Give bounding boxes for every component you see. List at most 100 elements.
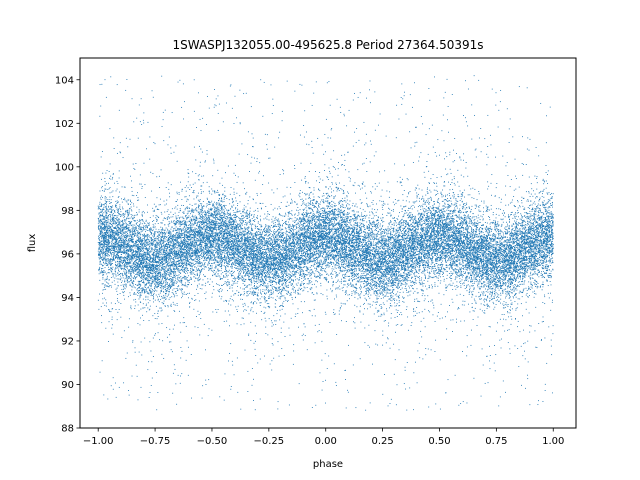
data-point <box>513 215 514 216</box>
data-point <box>158 251 159 252</box>
data-point <box>516 297 517 298</box>
data-point <box>495 221 496 222</box>
data-point <box>113 377 114 378</box>
data-point <box>234 226 235 227</box>
data-point <box>261 270 262 271</box>
data-point <box>472 303 473 304</box>
data-point <box>116 268 117 269</box>
data-point <box>298 231 299 232</box>
data-point <box>354 266 355 267</box>
data-point <box>329 243 330 244</box>
data-point <box>440 270 441 271</box>
data-point <box>438 270 439 271</box>
data-point <box>126 79 127 80</box>
data-point <box>171 281 172 282</box>
data-point <box>428 261 429 262</box>
data-point <box>258 211 259 212</box>
data-point <box>228 166 229 167</box>
data-point <box>254 286 255 287</box>
data-point <box>148 122 149 123</box>
data-point <box>101 264 102 265</box>
data-point <box>353 251 354 252</box>
data-point <box>374 291 375 292</box>
data-point <box>185 276 186 277</box>
data-point <box>396 233 397 234</box>
data-point <box>530 216 531 217</box>
data-point <box>322 145 323 146</box>
data-point <box>536 231 537 232</box>
data-point <box>159 281 160 282</box>
data-point <box>367 285 368 286</box>
data-point <box>290 240 291 241</box>
data-point <box>441 304 442 305</box>
data-point <box>484 301 485 302</box>
data-point <box>178 290 179 291</box>
data-point <box>334 247 335 248</box>
data-point <box>427 226 428 227</box>
data-point <box>328 265 329 266</box>
data-point <box>289 236 290 237</box>
data-point <box>420 209 421 210</box>
data-point <box>128 203 129 204</box>
data-point <box>171 306 172 307</box>
data-point <box>297 252 298 253</box>
data-point <box>368 239 369 240</box>
data-point <box>259 241 260 242</box>
data-point <box>305 326 306 327</box>
data-point <box>551 284 552 285</box>
data-point <box>423 227 424 228</box>
data-point <box>495 265 496 266</box>
data-point <box>363 242 364 243</box>
data-point <box>546 250 547 251</box>
data-point <box>254 248 255 249</box>
data-point <box>401 259 402 260</box>
data-point <box>253 294 254 295</box>
data-point <box>120 142 121 143</box>
data-point <box>287 280 288 281</box>
data-point <box>195 258 196 259</box>
data-point <box>124 216 125 217</box>
data-point <box>459 241 460 242</box>
data-point <box>284 262 285 263</box>
data-point <box>534 225 535 226</box>
data-point <box>406 240 407 241</box>
data-point <box>438 269 439 270</box>
data-point <box>173 152 174 153</box>
data-point <box>315 300 316 301</box>
data-point <box>279 237 280 238</box>
data-point <box>339 183 340 184</box>
data-point <box>153 356 154 357</box>
data-point <box>491 209 492 210</box>
data-point <box>380 240 381 241</box>
data-point <box>413 235 414 236</box>
data-point <box>311 272 312 273</box>
data-point <box>540 211 541 212</box>
data-point <box>179 232 180 233</box>
data-point <box>544 258 545 259</box>
data-point <box>100 191 101 192</box>
data-point <box>524 233 525 234</box>
data-point <box>266 293 267 294</box>
data-point <box>404 297 405 298</box>
data-point <box>380 288 381 289</box>
data-point <box>427 234 428 235</box>
data-point <box>238 226 239 227</box>
data-point <box>134 227 135 228</box>
data-point <box>170 297 171 298</box>
data-point <box>164 246 165 247</box>
data-point <box>186 217 187 218</box>
data-point <box>482 348 483 349</box>
data-point <box>507 175 508 176</box>
data-point <box>466 287 467 288</box>
data-point <box>536 240 537 241</box>
data-point <box>179 212 180 213</box>
data-point <box>121 242 122 243</box>
data-point <box>269 265 270 266</box>
data-point <box>553 193 554 194</box>
data-point <box>224 321 225 322</box>
data-point <box>312 234 313 235</box>
data-point <box>129 235 130 236</box>
data-point <box>499 261 500 262</box>
data-point <box>275 224 276 225</box>
data-point <box>312 292 313 293</box>
